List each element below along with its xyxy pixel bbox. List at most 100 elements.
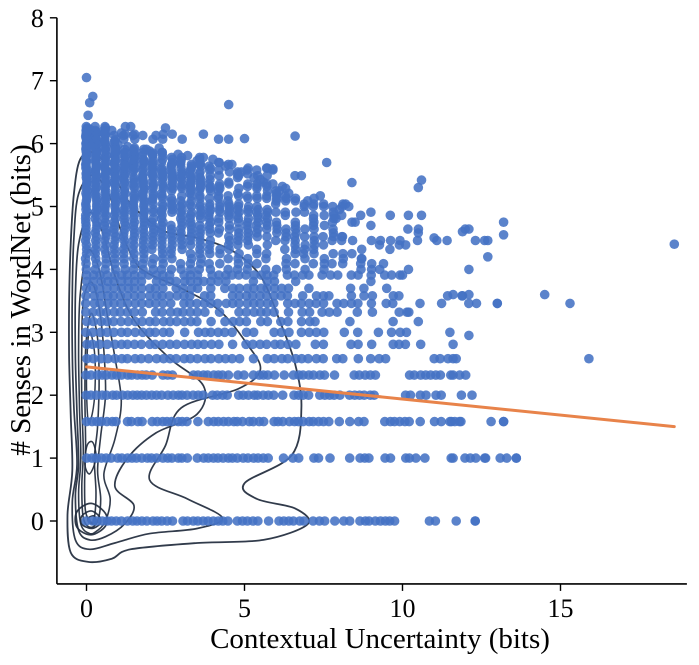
- data-point: [234, 248, 244, 259]
- data-point: [255, 291, 265, 301]
- data-point: [158, 298, 168, 309]
- y-tick-label: 6: [31, 130, 44, 159]
- data-point: [299, 231, 310, 242]
- data-point: [470, 516, 481, 526]
- data-point: [334, 416, 345, 427]
- regression-layer: [85, 365, 676, 429]
- data-point: [310, 316, 320, 327]
- data-point: [271, 217, 282, 227]
- data-point: [144, 291, 155, 301]
- data-point: [345, 283, 356, 294]
- data-point: [270, 235, 281, 246]
- data-point: [220, 353, 231, 364]
- data-point: [228, 316, 238, 327]
- data-point: [404, 416, 415, 427]
- data-point: [88, 316, 99, 327]
- data-point: [429, 416, 440, 427]
- data-point: [215, 244, 225, 255]
- data-point: [227, 339, 238, 350]
- data-point: [303, 390, 314, 401]
- data-point: [308, 210, 319, 221]
- data-point: [234, 353, 245, 364]
- data-point: [386, 327, 397, 338]
- data-point: [182, 416, 192, 427]
- data-point: [130, 298, 140, 309]
- data-point: [171, 339, 182, 350]
- y-tick-label: 5: [31, 193, 44, 222]
- data-point: [122, 141, 133, 152]
- data-point: [471, 453, 481, 463]
- data-point: [329, 370, 340, 380]
- data-point: [195, 158, 206, 169]
- data-point: [311, 298, 322, 309]
- regression-line: [85, 365, 676, 429]
- data-point: [457, 226, 468, 237]
- data-point: [388, 316, 398, 327]
- data-point: [394, 307, 405, 318]
- data-point: [397, 270, 408, 280]
- data-point: [223, 253, 233, 264]
- data-point: [219, 327, 230, 338]
- data-point: [412, 235, 423, 246]
- data-point: [251, 165, 262, 175]
- data-point: [185, 291, 195, 301]
- data-point: [81, 291, 91, 301]
- data-point: [413, 316, 424, 327]
- data-point: [137, 316, 147, 327]
- data-point: [151, 353, 162, 364]
- data-point: [327, 258, 337, 269]
- data-point: [261, 291, 272, 301]
- data-point: [373, 327, 384, 338]
- data-point: [171, 353, 181, 364]
- data-point: [205, 235, 216, 246]
- y-tick-label: 0: [31, 507, 44, 536]
- data-point: [296, 298, 307, 309]
- data-point: [96, 291, 106, 301]
- data-point: [164, 327, 175, 338]
- data-point: [234, 316, 245, 327]
- data-point: [269, 307, 279, 318]
- data-point: [318, 240, 329, 250]
- data-point: [144, 298, 154, 309]
- data-point: [185, 307, 196, 318]
- data-point: [276, 283, 287, 294]
- data-point: [319, 210, 330, 221]
- data-point: [352, 307, 363, 318]
- data-point: [248, 339, 258, 350]
- data-point: [483, 251, 493, 262]
- data-point: [116, 298, 126, 309]
- data-point: [539, 289, 550, 300]
- data-point: [324, 307, 335, 318]
- data-point: [166, 298, 176, 309]
- data-point: [108, 291, 119, 301]
- data-point: [304, 327, 315, 338]
- data-point: [179, 316, 190, 327]
- data-point: [448, 453, 458, 463]
- data-point: [261, 307, 272, 318]
- data-point: [339, 327, 350, 338]
- data-point: [227, 291, 238, 301]
- data-point: [279, 370, 290, 380]
- data-point: [319, 253, 330, 264]
- x-axis-label: Contextual Uncertainty (bits): [210, 623, 550, 655]
- data-point: [182, 150, 193, 161]
- data-point: [290, 258, 300, 269]
- data-point: [214, 339, 224, 350]
- data-point: [297, 291, 308, 301]
- data-point: [415, 416, 426, 427]
- data-point: [346, 339, 356, 350]
- data-point: [167, 516, 178, 526]
- data-point: [268, 390, 279, 401]
- data-point: [299, 516, 309, 526]
- data-point: [173, 149, 183, 160]
- data-point: [359, 283, 369, 294]
- data-point: [448, 289, 458, 300]
- data-point: [344, 453, 355, 463]
- data-point: [328, 224, 338, 234]
- data-point: [83, 110, 93, 121]
- data-point: [366, 235, 377, 246]
- data-point: [241, 327, 252, 338]
- data-point: [436, 390, 447, 401]
- data-point: [212, 298, 223, 309]
- data-point: [136, 353, 146, 364]
